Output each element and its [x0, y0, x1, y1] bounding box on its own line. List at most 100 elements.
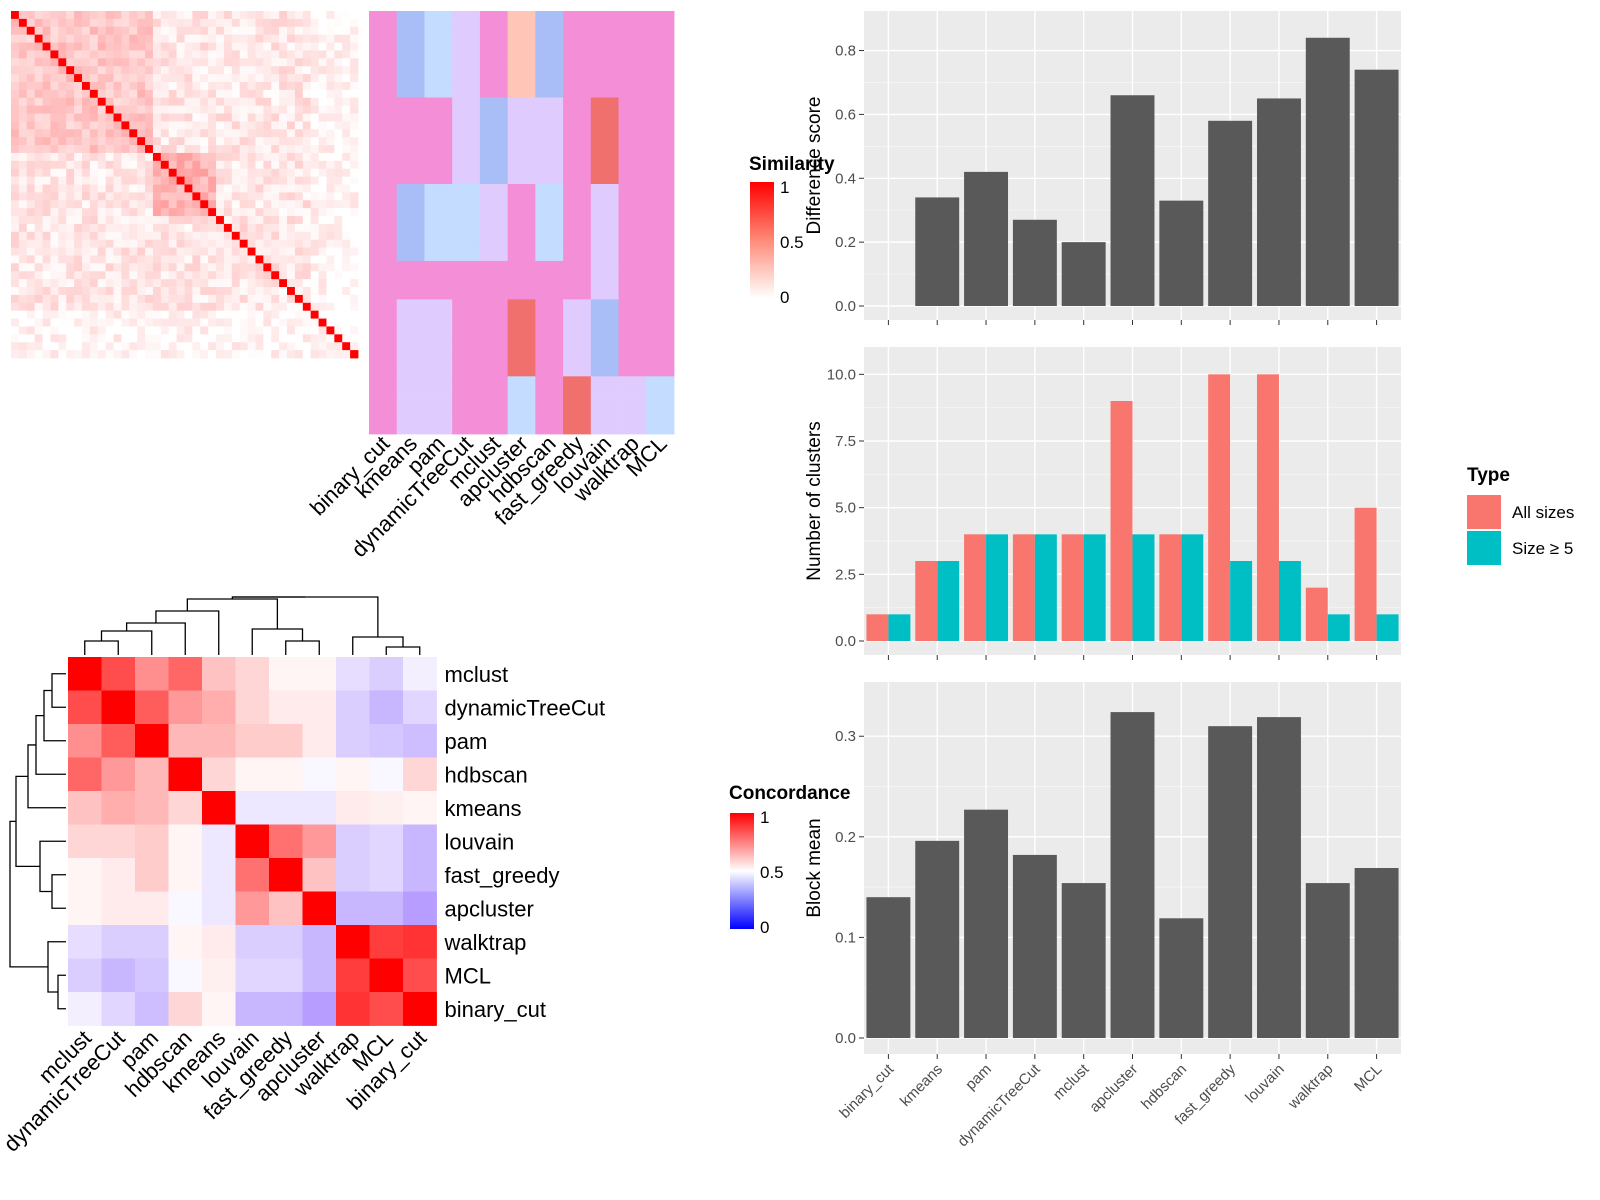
- concordance-heatmap: [68, 657, 437, 1026]
- similarity-cell: [223, 74, 233, 83]
- similarity-cell: [255, 192, 264, 201]
- assignment-cell: [618, 107, 647, 118]
- assignment-cell: [396, 184, 425, 195]
- similarity-cell: [176, 105, 185, 114]
- similarity-cell: [11, 113, 20, 122]
- similarity-cell: [11, 26, 20, 36]
- similarity-cell: [279, 129, 288, 138]
- similarity-cell: [160, 152, 170, 162]
- similarity-cell: [168, 342, 178, 351]
- similarity-cell: [184, 58, 193, 67]
- y-tick-label: 5.0: [835, 500, 856, 517]
- similarity-cell: [160, 255, 170, 264]
- similarity-cell: [113, 310, 122, 319]
- similarity-cell: [18, 334, 28, 343]
- similarity-cell: [350, 255, 359, 264]
- similarity-cell: [216, 81, 225, 91]
- assignment-cell: [424, 116, 453, 127]
- assignment-cell: [479, 366, 509, 377]
- assignment-cell: [590, 193, 619, 204]
- similarity-cell: [326, 145, 335, 154]
- similarity-cell: [334, 105, 343, 114]
- similarity-cell: [105, 287, 114, 296]
- similarity-cell: [247, 287, 256, 296]
- similarity-cell: [247, 152, 256, 162]
- similarity-cell: [294, 279, 304, 288]
- concordance-cell: [202, 724, 236, 758]
- similarity-cell: [342, 42, 351, 51]
- similarity-cell: [50, 42, 59, 51]
- similarity-cell: [105, 81, 114, 91]
- similarity-cell: [26, 231, 36, 241]
- similarity-cell: [200, 26, 209, 36]
- assignment-cell: [618, 280, 647, 291]
- similarity-cell: [184, 145, 193, 154]
- similarity-cell: [279, 18, 288, 28]
- assignment-cell: [507, 318, 536, 329]
- similarity-cell: [152, 42, 162, 51]
- similarity-cell: [279, 255, 288, 264]
- concordance-tick-0: 0: [760, 918, 769, 937]
- similarity-cell: [105, 42, 114, 51]
- similarity-cell: [263, 145, 272, 154]
- similarity-cell: [192, 105, 201, 114]
- similarity-cell: [11, 310, 20, 319]
- similarity-cell: [152, 231, 162, 241]
- similarity-cell: [176, 168, 185, 178]
- similarity-cell: [216, 145, 225, 154]
- similarity-cell: [239, 34, 248, 43]
- similarity-cell: [26, 342, 36, 351]
- assignment-cell: [563, 357, 592, 368]
- similarity-cell: [168, 263, 178, 272]
- y-tick-label: 0.1: [835, 929, 856, 946]
- similarity-cell: [26, 137, 36, 146]
- assignment-cell: [424, 395, 453, 406]
- similarity-cell: [18, 350, 28, 359]
- assignment-cell: [507, 49, 536, 60]
- similarity-cell: [145, 145, 154, 154]
- assignment-cell: [396, 232, 425, 243]
- assignment-cell: [646, 232, 675, 243]
- similarity-cell: [255, 26, 264, 36]
- assignment-cell: [507, 385, 536, 396]
- similarity-cell: [66, 105, 75, 114]
- assignment-cell: [369, 232, 398, 243]
- concordance-cell: [369, 690, 404, 725]
- similarity-cell: [129, 208, 138, 217]
- assignment-cell: [396, 270, 425, 281]
- similarity-cell: [310, 294, 319, 304]
- similarity-cell: [294, 145, 304, 154]
- similarity-cell: [247, 176, 256, 185]
- similarity-cell: [350, 263, 359, 272]
- similarity-cell: [26, 318, 36, 327]
- assignment-cell: [479, 347, 509, 358]
- similarity-cell: [34, 121, 43, 130]
- similarity-cell: [89, 129, 99, 138]
- similarity-cell: [89, 26, 99, 36]
- assignment-cell: [535, 328, 564, 339]
- assignment-cell: [452, 39, 481, 50]
- similarity-cell: [342, 334, 351, 343]
- bar-size-ge5: [1181, 534, 1204, 641]
- legend-swatch-all-sizes: [1467, 495, 1501, 529]
- similarity-cell: [247, 145, 256, 154]
- similarity-cell: [66, 129, 75, 138]
- similarity-cell: [223, 113, 233, 122]
- similarity-cell: [192, 11, 201, 20]
- assignment-cell: [590, 251, 619, 262]
- similarity-cell: [81, 255, 91, 264]
- assignment-cell: [479, 184, 509, 195]
- similarity-cell: [302, 310, 312, 319]
- similarity-cell: [66, 350, 75, 359]
- similarity-cell: [294, 350, 304, 359]
- similarity-cell: [231, 184, 241, 193]
- similarity-cell: [89, 310, 99, 319]
- assignment-cell: [507, 366, 536, 377]
- similarity-cell: [176, 152, 185, 162]
- similarity-cell: [81, 326, 91, 335]
- similarity-cell: [81, 231, 91, 241]
- similarity-cell: [279, 216, 288, 225]
- similarity-cell: [74, 66, 83, 75]
- similarity-cell: [66, 89, 75, 99]
- similarity-cell: [318, 58, 327, 67]
